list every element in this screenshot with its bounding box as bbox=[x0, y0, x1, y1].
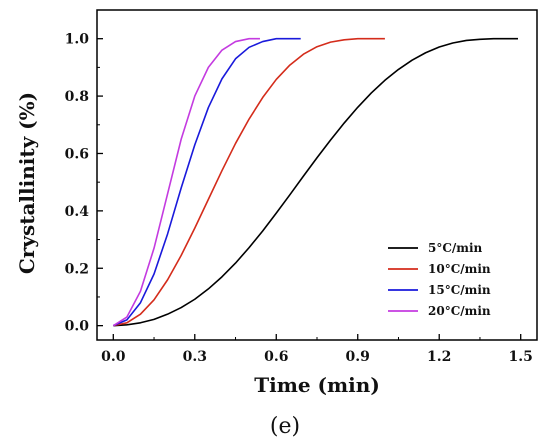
y-tick-label: 0.0 bbox=[65, 319, 90, 335]
x-axis-ticks: 0.0 0.3 0.6 0.9 1.2 1.5 bbox=[101, 334, 533, 365]
x-tick-label: 0.3 bbox=[183, 349, 207, 365]
legend-label-2: 10°C/min bbox=[428, 262, 491, 276]
y-tick-label: 0.8 bbox=[65, 89, 89, 105]
series-line-3 bbox=[112, 37, 301, 327]
y-axis-ticks: 0.0 0.2 0.4 0.6 0.8 1.0 bbox=[65, 32, 103, 335]
y-tick-label: 0.2 bbox=[65, 261, 89, 277]
x-tick-label: 0.0 bbox=[101, 349, 126, 365]
series-line-4 bbox=[112, 37, 260, 327]
series-layer bbox=[112, 37, 518, 327]
x-tick-label: 1.2 bbox=[427, 349, 451, 365]
legend-label-1: 5°C/min bbox=[428, 241, 483, 255]
x-tick-label: 0.6 bbox=[264, 349, 288, 365]
x-axis-title: Time (min) bbox=[254, 373, 380, 397]
legend: 5°C/min 10°C/min 15°C/min 20°C/min bbox=[388, 241, 491, 318]
x-tick-label: 0.9 bbox=[346, 349, 370, 365]
y-tick-label: 0.6 bbox=[65, 146, 89, 162]
legend-label-3: 15°C/min bbox=[428, 283, 491, 297]
legend-label-4: 20°C/min bbox=[428, 304, 491, 318]
series-line-2 bbox=[113, 37, 385, 327]
y-tick-label: 1.0 bbox=[65, 32, 90, 48]
x-tick-label: 1.5 bbox=[509, 349, 533, 365]
y-axis-title: Crystallinity (%) bbox=[15, 92, 39, 274]
series-line-1 bbox=[113, 37, 518, 327]
panel-label: (e) bbox=[270, 414, 300, 439]
y-tick-label: 0.4 bbox=[65, 204, 90, 220]
